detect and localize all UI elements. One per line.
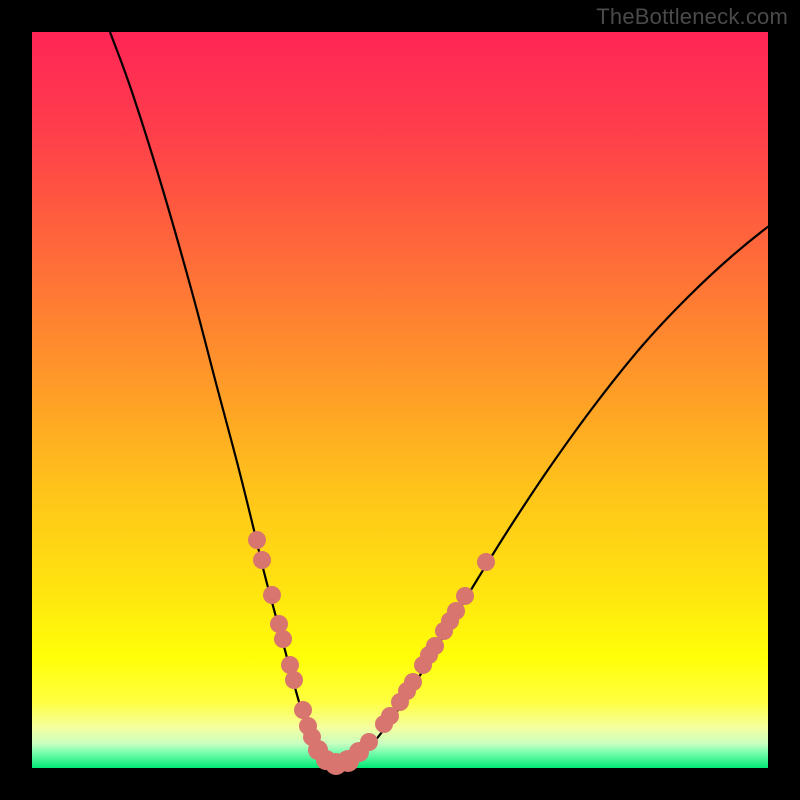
data-marker	[263, 586, 281, 604]
data-marker	[477, 553, 495, 571]
data-marker	[285, 671, 303, 689]
data-marker	[274, 630, 292, 648]
curve-left-branch	[110, 32, 336, 767]
data-marker	[404, 673, 422, 691]
curve-layer	[0, 0, 800, 800]
watermark-text: TheBottleneck.com	[596, 4, 788, 30]
data-marker	[253, 551, 271, 569]
data-marker	[248, 531, 266, 549]
data-marker	[456, 587, 474, 605]
data-marker	[360, 733, 378, 751]
